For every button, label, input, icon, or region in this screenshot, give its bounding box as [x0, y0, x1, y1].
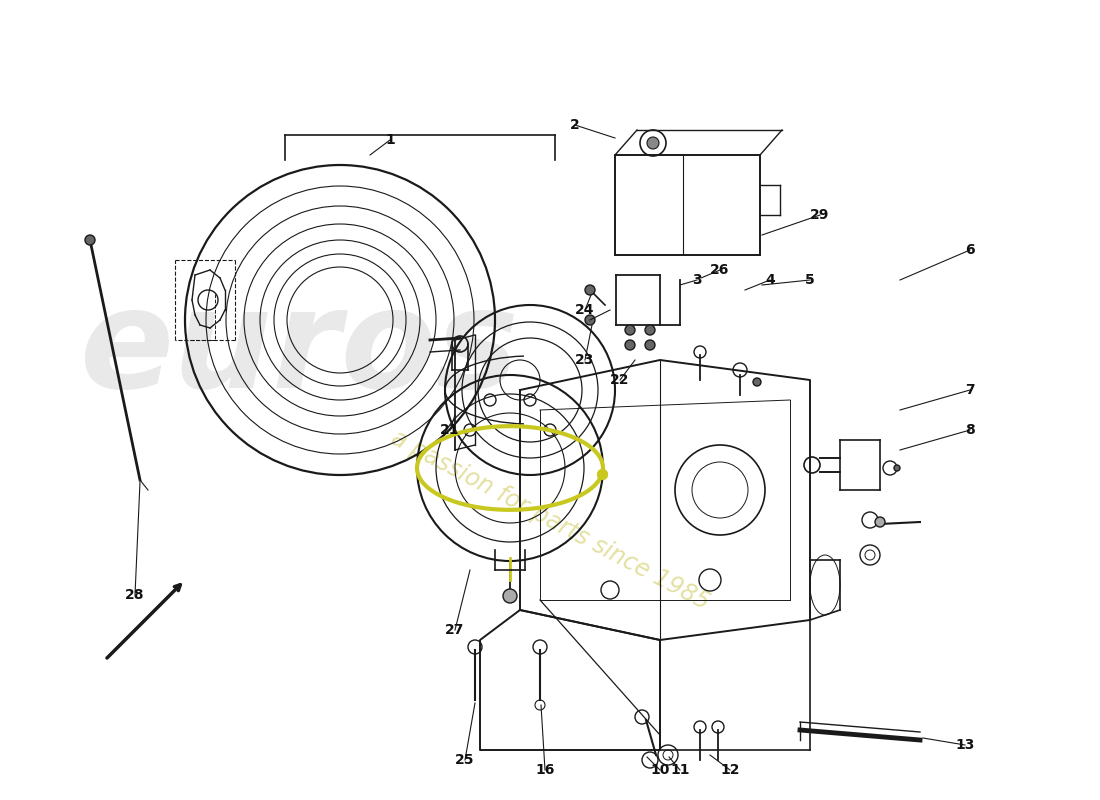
- Text: 2: 2: [570, 118, 580, 132]
- Text: 21: 21: [440, 423, 460, 437]
- Circle shape: [647, 137, 659, 149]
- Text: 4: 4: [766, 273, 774, 287]
- Text: 16: 16: [536, 763, 554, 777]
- Text: 10: 10: [650, 763, 670, 777]
- Circle shape: [645, 325, 654, 335]
- Text: 26: 26: [711, 263, 729, 277]
- Text: 11: 11: [670, 763, 690, 777]
- Circle shape: [503, 589, 517, 603]
- Text: 3: 3: [692, 273, 702, 287]
- Text: 7: 7: [965, 383, 975, 397]
- Circle shape: [625, 325, 635, 335]
- Text: 22: 22: [610, 373, 629, 387]
- Circle shape: [874, 517, 886, 527]
- Text: 28: 28: [125, 588, 145, 602]
- Circle shape: [625, 340, 635, 350]
- Circle shape: [585, 315, 595, 325]
- Text: 29: 29: [811, 208, 829, 222]
- Circle shape: [85, 235, 95, 245]
- Circle shape: [645, 340, 654, 350]
- Text: 12: 12: [720, 763, 739, 777]
- Text: 23: 23: [575, 353, 595, 367]
- Circle shape: [585, 285, 595, 295]
- Circle shape: [754, 378, 761, 386]
- Text: euros: euros: [80, 282, 520, 418]
- Text: 24: 24: [575, 303, 595, 317]
- Text: 8: 8: [965, 423, 975, 437]
- Text: 13: 13: [955, 738, 975, 752]
- Text: 6: 6: [965, 243, 975, 257]
- Text: a passion for parts since 1985: a passion for parts since 1985: [387, 426, 713, 614]
- Text: 25: 25: [455, 753, 475, 767]
- Circle shape: [894, 465, 900, 471]
- Text: 27: 27: [446, 623, 464, 637]
- Text: 1: 1: [385, 133, 395, 147]
- Text: 5: 5: [805, 273, 815, 287]
